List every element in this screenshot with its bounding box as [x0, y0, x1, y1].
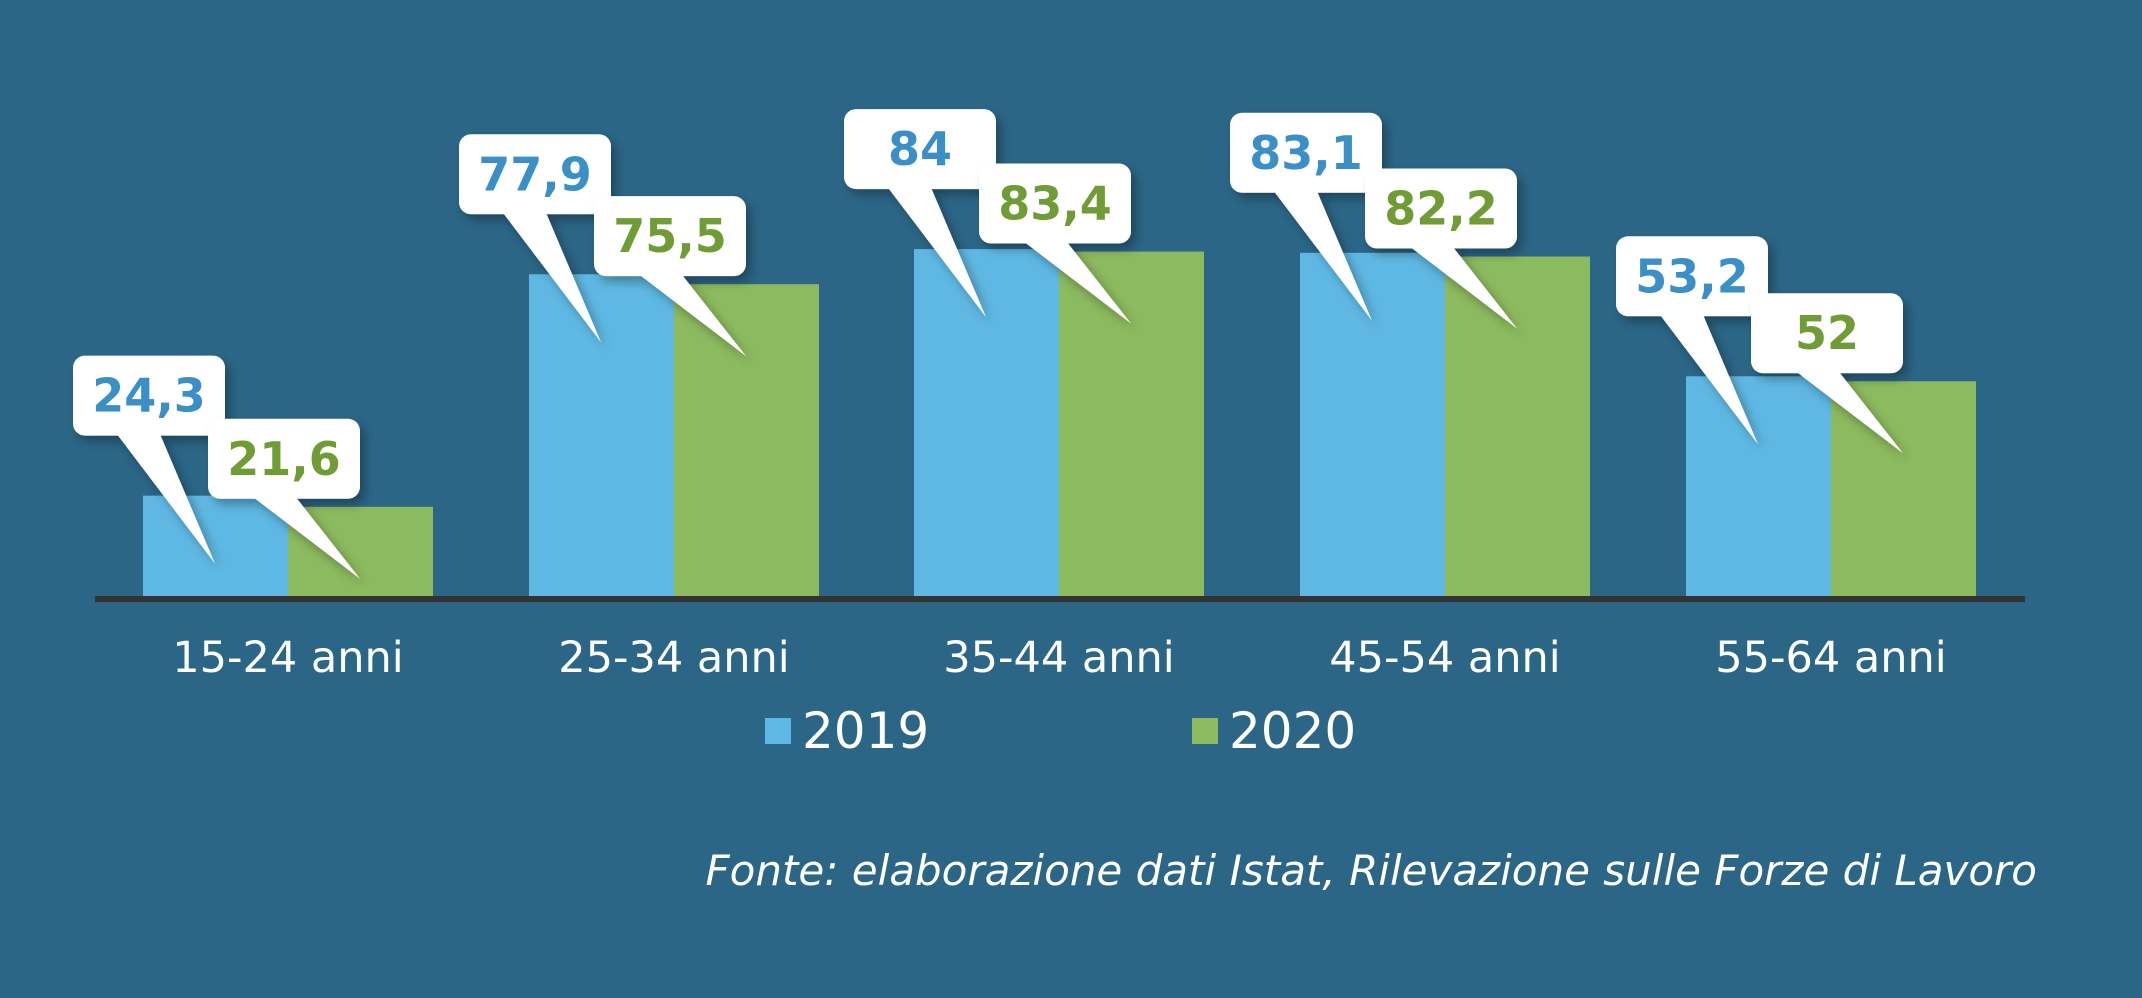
- bar-2020-55-64-anni: [1831, 381, 1976, 596]
- callout-2020-55-64-anni: [1751, 293, 1903, 454]
- callout-box: [594, 196, 746, 277]
- data-label-2019-55-64-anni: 53,2: [1635, 249, 1749, 303]
- bar-2019-35-44-anni: [914, 249, 1059, 596]
- callout-box: [208, 418, 360, 499]
- legend-label-2020: 2020: [1229, 702, 1356, 760]
- legend: 2019 2020: [765, 702, 1356, 760]
- x-tick-label: 35-44 anni: [943, 633, 1174, 683]
- callout-box: [1230, 112, 1382, 193]
- callout-pointer: [1407, 244, 1517, 329]
- bar-2019-15-24-anni: [143, 495, 288, 596]
- callout-pointer: [250, 494, 360, 579]
- legend-swatch-2020: [1192, 718, 1218, 744]
- callout-2020-35-44-anni: [979, 163, 1131, 324]
- callout-pointer: [1658, 312, 1758, 445]
- legend-label-2019: 2019: [802, 702, 929, 760]
- callout-box: [459, 134, 611, 215]
- callout-2020-25-34-anni: [594, 196, 746, 357]
- callout-pointer: [1021, 239, 1131, 324]
- callout-pointer: [1793, 369, 1903, 454]
- callout-pointer: [1272, 188, 1372, 321]
- data-label-2020-55-64-anni: 52: [1795, 306, 1859, 360]
- x-tick-label: 25-34 anni: [558, 633, 789, 683]
- data-label-2020-15-24-anni: 21,6: [227, 432, 341, 486]
- data-label-2019-15-24-anni: 24,3: [92, 369, 206, 423]
- callout-2019-25-34-anni: [459, 134, 611, 343]
- callout-pointer: [501, 210, 601, 343]
- data-label-callouts: 24,3 21,6 77,9 75,5 84 83,4 83,1 82,2 53,2 52: [73, 109, 1903, 579]
- data-label-2019-45-54-anni: 83,1: [1249, 126, 1363, 180]
- data-label-2019-35-44-anni: 84: [888, 122, 952, 176]
- callout-2020-15-24-anni: [208, 418, 360, 579]
- callout-box: [1616, 236, 1768, 317]
- callout-pointer: [115, 431, 215, 564]
- callout-2019-35-44-anni: [844, 109, 996, 318]
- callout-2020-45-54-anni: [1365, 168, 1517, 329]
- data-label-2019-25-34-anni: 77,9: [478, 147, 592, 201]
- x-tick-label: 45-54 anni: [1329, 633, 1560, 683]
- source-note: Fonte: elaborazione dati Istat, Rilevazi…: [705, 846, 2037, 895]
- data-label-2020-45-54-anni: 82,2: [1384, 182, 1498, 236]
- callout-2019-55-64-anni: [1616, 236, 1768, 445]
- bar-2019-25-34-anni: [529, 274, 674, 596]
- callout-pointer: [886, 185, 986, 318]
- x-tick-label: 55-64 anni: [1715, 633, 1946, 683]
- bar-2019-55-64-anni: [1686, 376, 1831, 596]
- data-label-2020-35-44-anni: 83,4: [998, 177, 1112, 231]
- callout-2019-45-54-anni: [1230, 112, 1382, 321]
- data-label-2020-25-34-anni: 75,5: [613, 209, 727, 263]
- bar-2020-35-44-anni: [1059, 251, 1204, 597]
- callout-box: [73, 355, 225, 436]
- bars-layer: [143, 249, 1976, 597]
- callout-2019-15-24-anni: [73, 355, 225, 564]
- callout-box: [1751, 293, 1903, 374]
- legend-swatch-2019: [765, 718, 791, 744]
- bar-2020-45-54-anni: [1445, 256, 1590, 596]
- callout-box: [844, 109, 996, 190]
- x-tick-label: 15-24 anni: [172, 633, 403, 683]
- callout-box: [979, 163, 1131, 244]
- x-tick-labels: 15-24 anni 25-34 anni 35-44 anni 45-54 anni…: [172, 633, 1946, 683]
- bar-2020-25-34-anni: [674, 284, 819, 596]
- callout-box: [1365, 168, 1517, 249]
- callout-pointer: [636, 272, 746, 357]
- bar-2019-45-54-anni: [1300, 252, 1445, 596]
